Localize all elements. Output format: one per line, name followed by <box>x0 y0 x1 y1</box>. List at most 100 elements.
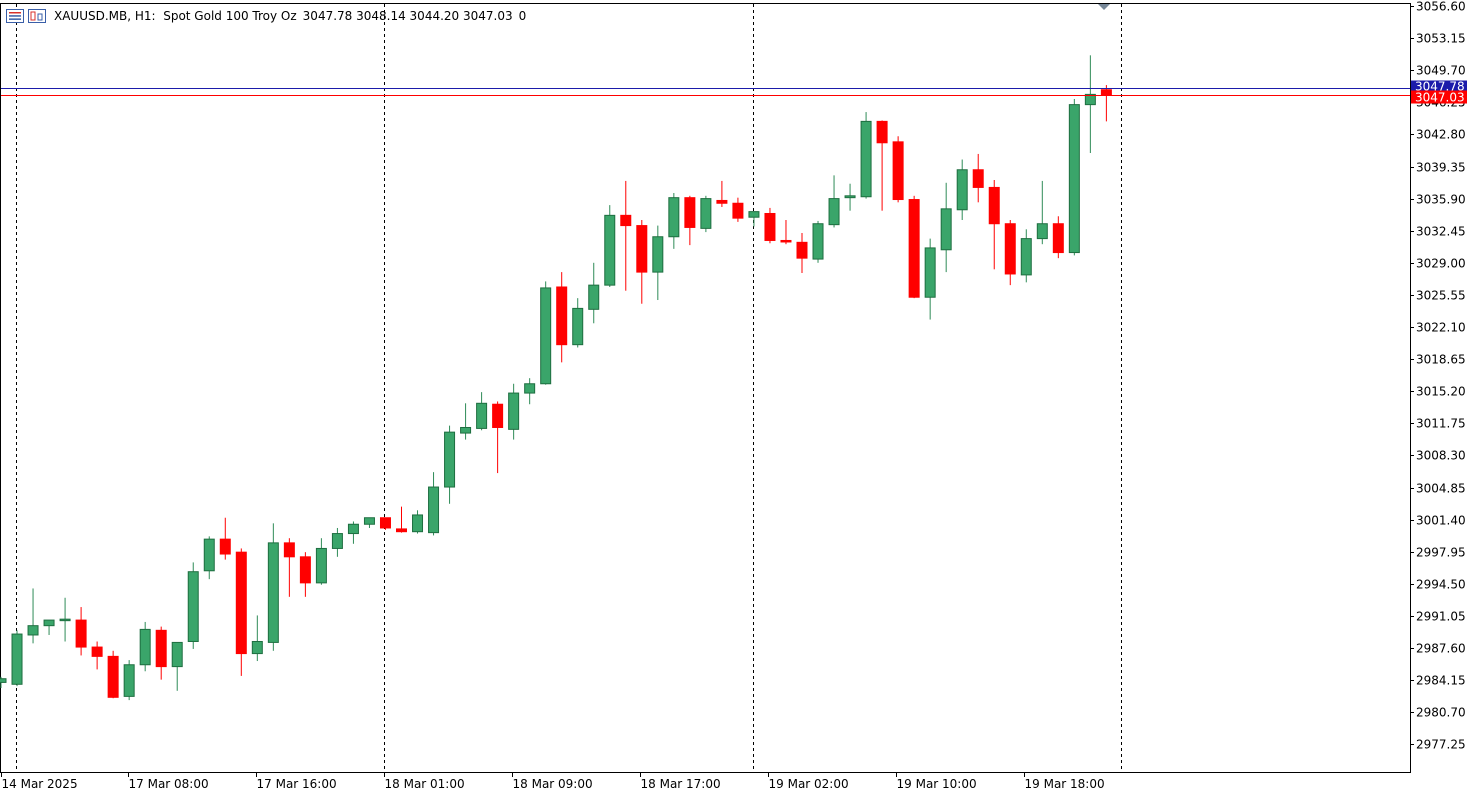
candle[interactable] <box>652 225 664 301</box>
y-tick-label: 3032.45 <box>1416 225 1466 239</box>
candle[interactable] <box>267 523 279 651</box>
candle[interactable] <box>315 538 327 585</box>
candle[interactable] <box>1084 55 1096 154</box>
candle[interactable] <box>27 588 39 644</box>
candle[interactable] <box>476 392 488 431</box>
price-axis[interactable]: 3056.603053.153049.703046.253042.803039.… <box>1410 0 1467 752</box>
candle[interactable] <box>75 607 87 656</box>
ohlc-values: 3047.78 3048.14 3044.20 3047.03 <box>302 9 513 23</box>
candle[interactable] <box>572 298 584 348</box>
candle[interactable] <box>283 538 295 597</box>
candle[interactable] <box>796 233 808 274</box>
candle-body <box>716 199 728 204</box>
candle[interactable] <box>1020 229 1032 283</box>
candle-body <box>476 402 488 429</box>
candle[interactable] <box>812 220 824 263</box>
candle[interactable] <box>604 205 616 287</box>
y-tick-label: 3004.85 <box>1416 482 1466 496</box>
candle-body <box>27 625 39 636</box>
y-tick-label: 3008.30 <box>1416 449 1466 463</box>
candle[interactable] <box>540 281 552 385</box>
candle[interactable] <box>0 676 7 689</box>
candle[interactable] <box>684 195 696 246</box>
candle[interactable] <box>251 615 263 662</box>
candle[interactable] <box>988 179 1000 270</box>
candle[interactable] <box>620 180 632 291</box>
candle[interactable] <box>171 641 183 691</box>
candle[interactable] <box>668 193 680 249</box>
candle[interactable] <box>43 619 55 635</box>
menu-list-icon[interactable] <box>6 9 24 23</box>
candle-body <box>572 307 584 346</box>
candle[interactable] <box>892 136 904 203</box>
candle[interactable] <box>428 472 440 536</box>
candle[interactable] <box>716 180 728 207</box>
candle[interactable] <box>508 383 520 440</box>
y-tick-label: 2984.15 <box>1416 674 1466 688</box>
y-tick-label: 3001.40 <box>1416 514 1466 528</box>
candle[interactable] <box>556 272 568 363</box>
y-tick-label: 3018.65 <box>1416 353 1466 367</box>
scroll-marker-icon[interactable] <box>1098 4 1110 10</box>
current-price-label: 3047.03 <box>1415 91 1465 105</box>
candle[interactable] <box>972 153 984 203</box>
candle[interactable] <box>908 195 920 299</box>
candle-body <box>43 619 55 627</box>
candle[interactable] <box>59 597 71 642</box>
candle[interactable] <box>1052 216 1064 259</box>
candle[interactable] <box>123 660 135 701</box>
candle[interactable] <box>155 626 167 680</box>
candle[interactable] <box>588 262 600 324</box>
candle-body <box>764 212 776 241</box>
candle-body <box>235 551 247 655</box>
candle[interactable] <box>1036 180 1048 245</box>
candle[interactable] <box>700 195 712 233</box>
candle[interactable] <box>764 207 776 244</box>
candle[interactable] <box>1004 220 1016 286</box>
candle[interactable] <box>748 211 760 227</box>
candle[interactable] <box>91 641 103 670</box>
candle[interactable] <box>460 403 472 440</box>
candles[interactable] <box>0 55 1112 701</box>
candle[interactable] <box>940 182 952 273</box>
candle[interactable] <box>396 506 407 533</box>
candle[interactable] <box>412 510 424 534</box>
candle-body <box>636 225 648 273</box>
candle[interactable] <box>636 220 648 304</box>
candle[interactable] <box>363 517 375 528</box>
y-tick-label: 3042.80 <box>1416 128 1466 142</box>
candle[interactable] <box>844 183 856 211</box>
candle[interactable] <box>187 562 199 649</box>
candle[interactable] <box>379 517 391 530</box>
x-tick-label: 17 Mar 08:00 <box>129 777 209 791</box>
candle[interactable] <box>299 552 311 597</box>
candle[interactable] <box>203 536 215 580</box>
candle[interactable] <box>219 517 231 560</box>
candle[interactable] <box>924 238 936 320</box>
candle[interactable] <box>492 401 504 474</box>
candle[interactable] <box>732 197 744 222</box>
candle[interactable] <box>139 621 151 672</box>
candle[interactable] <box>11 630 23 687</box>
candle-body <box>283 542 295 558</box>
time-axis[interactable]: 14 Mar 2025 17 Mar 08:00 17 Mar 16:00 18 Ma… <box>1 772 1105 791</box>
candle-body <box>588 284 600 310</box>
candle[interactable] <box>876 120 888 211</box>
candle-body <box>844 195 856 199</box>
candle[interactable] <box>444 425 456 504</box>
chart-type-icon[interactable] <box>28 9 46 23</box>
y-tick-label: 2991.05 <box>1416 610 1466 624</box>
candle[interactable] <box>107 650 119 699</box>
y-tick-label: 2994.50 <box>1416 578 1466 592</box>
candle[interactable] <box>780 220 792 245</box>
candle[interactable] <box>1068 99 1080 256</box>
candle[interactable] <box>347 521 359 544</box>
candle[interactable] <box>524 378 536 405</box>
candle[interactable] <box>860 112 872 199</box>
candle[interactable] <box>331 527 343 557</box>
y-tick-label: 2987.60 <box>1416 642 1466 656</box>
candle[interactable] <box>235 548 247 676</box>
candle[interactable] <box>828 175 840 228</box>
candle[interactable] <box>956 159 968 220</box>
